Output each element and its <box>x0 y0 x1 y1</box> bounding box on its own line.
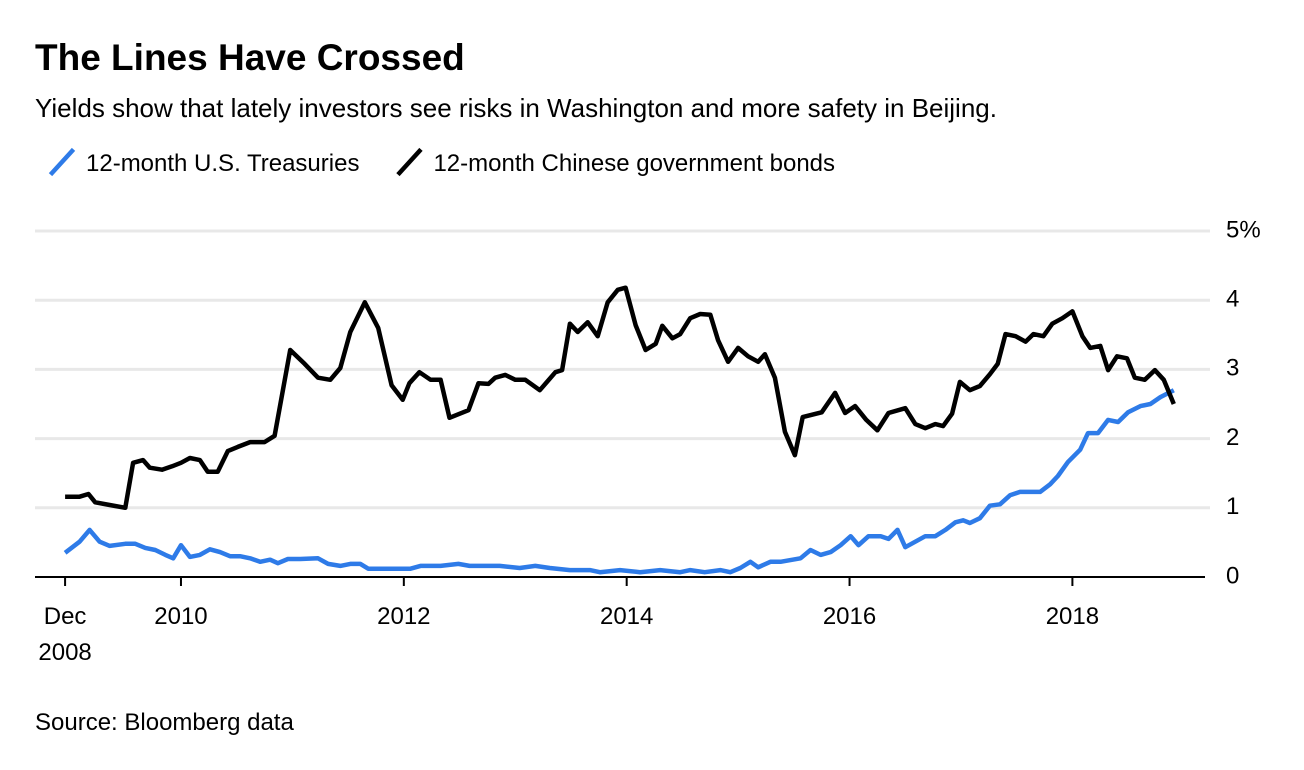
legend-swatch <box>396 147 423 177</box>
x-tick-label: 2010 <box>154 603 208 630</box>
series-line <box>63 388 1175 575</box>
x-tick-label: 2018 <box>1045 603 1100 630</box>
series-line <box>65 285 1176 511</box>
legend-swatch <box>48 147 76 177</box>
x-tick-label: 2012 <box>377 603 431 630</box>
y-tick-label: 3 <box>1226 355 1239 382</box>
source: Source: Bloomberg data <box>35 709 294 736</box>
y-tick-label: 5% <box>1226 216 1261 243</box>
chart-subtitle: Yields show that lately investors see ri… <box>35 93 997 123</box>
legend-label: 12-month U.S. Treasuries <box>86 150 359 177</box>
y-tick-label: 4 <box>1226 286 1239 313</box>
y-tick-label: 2 <box>1226 424 1239 451</box>
x-tick-label: Dec 2008 <box>38 603 92 666</box>
y-tick-label: 0 <box>1226 562 1239 589</box>
x-tick-label: 2016 <box>822 603 877 630</box>
x-tick-label: 2014 <box>599 603 654 630</box>
chart-title: The Lines Have Crossed <box>35 37 465 78</box>
y-tick-label: 1 <box>1226 493 1239 520</box>
legend-label: 12-month Chinese government bonds <box>433 150 835 177</box>
